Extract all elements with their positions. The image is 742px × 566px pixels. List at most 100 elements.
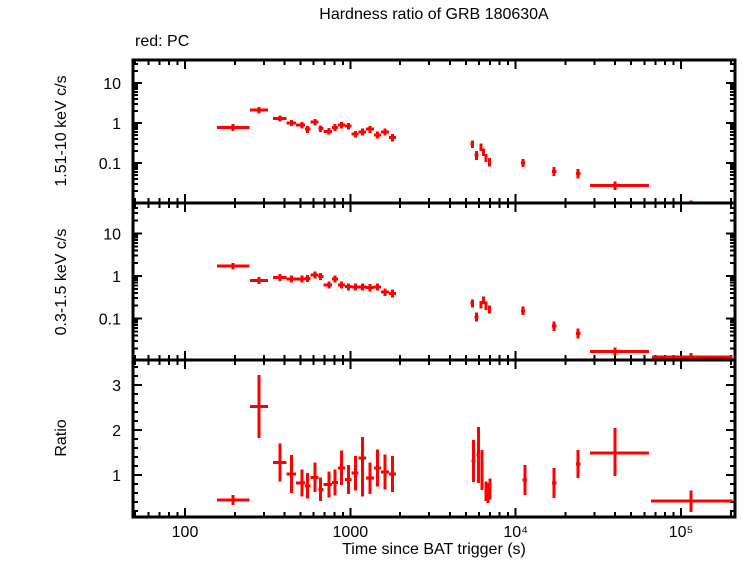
- data-point: [273, 115, 287, 122]
- y-tick-label: 1: [112, 468, 121, 485]
- data-point: [358, 437, 367, 497]
- x-tick-label: 10⁴: [503, 524, 528, 541]
- data-point: [323, 471, 332, 498]
- y-tick-label: 0.1: [99, 312, 121, 329]
- data-point: [576, 328, 581, 339]
- data-point: [381, 454, 389, 490]
- data-point: [249, 107, 269, 114]
- x-tick-label: 10⁵: [669, 524, 693, 541]
- data-point: [318, 273, 324, 280]
- data-point: [310, 271, 319, 279]
- data-point: [366, 284, 374, 292]
- panel-hard-rate: 10 1 0.1: [99, 58, 737, 205]
- data-point: [482, 148, 486, 157]
- data-point: [318, 125, 324, 133]
- plot-title: Hardness ratio of GRB 180630A: [319, 6, 549, 23]
- data-point: [351, 130, 359, 138]
- data-point: [480, 449, 484, 490]
- panel-soft-rate: 10 1 0.1: [99, 201, 737, 362]
- y-axis-label-soft: 0.3-1.5 keV c/s: [53, 228, 70, 336]
- y-tick-labels-hard-rate: 10 1 0.1: [99, 76, 121, 173]
- y-tick-label: 1: [112, 116, 121, 133]
- data-point: [474, 312, 479, 322]
- data-point: [484, 301, 488, 310]
- axes-soft-rate: [133, 202, 735, 360]
- y-tick-labels-soft-rate: 10 1 0.1: [99, 226, 121, 328]
- data-point: [323, 281, 332, 289]
- data-point: [366, 462, 374, 494]
- data-point: [273, 274, 287, 282]
- data-point: [358, 128, 367, 136]
- data-point: [351, 456, 359, 491]
- data-point: [521, 159, 526, 168]
- data-point: [381, 128, 389, 136]
- data-point: [471, 439, 476, 483]
- x-tick-label: 1000: [333, 524, 369, 541]
- data-point: [249, 277, 269, 285]
- data-point: [344, 283, 352, 291]
- data-point: [521, 306, 526, 316]
- data-point: [576, 449, 581, 479]
- x-axis-label: Time since BAT trigger (s): [342, 541, 526, 558]
- data-point: [338, 121, 345, 129]
- data-point: [216, 263, 250, 270]
- y-axis-label-hard: 1.51-10 keV c/s: [53, 75, 70, 187]
- data-point: [338, 450, 345, 485]
- y-tick-labels-ratio: 3 2 1: [112, 378, 121, 485]
- y-tick-label: 2: [112, 423, 121, 440]
- data-point: [338, 281, 345, 289]
- axes-hard-rate: [133, 60, 735, 203]
- data-point: [479, 300, 483, 309]
- data-point: [286, 455, 296, 494]
- data-point: [344, 465, 352, 494]
- data-point: [304, 125, 311, 133]
- data-point: [331, 275, 339, 283]
- data-point: [373, 449, 382, 487]
- data-point: [590, 428, 649, 476]
- data-point: [552, 467, 557, 498]
- series-ratio: [216, 375, 733, 512]
- data-point: [476, 426, 481, 484]
- data-point: [487, 158, 492, 167]
- y-axis-label-ratio: Ratio: [53, 419, 70, 457]
- data-point: [358, 283, 367, 291]
- data-point: [331, 469, 339, 496]
- data-point: [487, 305, 492, 314]
- series-soft-rate: [216, 263, 733, 359]
- data-point: [474, 150, 479, 160]
- data-point: [304, 274, 311, 283]
- data-point: [323, 128, 332, 135]
- data-point: [552, 166, 557, 177]
- data-point: [388, 134, 397, 142]
- data-point: [651, 490, 733, 512]
- panel-frame-soft-rate: [131, 201, 737, 362]
- panel-frame-hard-rate: [131, 58, 737, 205]
- data-point: [488, 478, 492, 500]
- data-point: [522, 465, 527, 495]
- data-point: [304, 473, 311, 499]
- data-point: [310, 462, 319, 493]
- data-point: [388, 289, 397, 298]
- data-point: [479, 143, 483, 151]
- data-point: [373, 283, 382, 291]
- data-point: [318, 477, 324, 502]
- data-point: [590, 181, 649, 191]
- data-point: [552, 321, 557, 331]
- data-point: [295, 469, 305, 497]
- data-point: [295, 275, 305, 283]
- data-point: [482, 296, 486, 304]
- data-point: [351, 283, 359, 291]
- data-point: [484, 153, 488, 162]
- data-point: [249, 375, 269, 439]
- data-point: [331, 124, 339, 131]
- y-tick-label: 1: [112, 269, 121, 286]
- data-point: [470, 299, 474, 308]
- data-point: [590, 347, 649, 356]
- x-tick-label: 100: [172, 524, 199, 541]
- x-tick-labels: 100 1000 10⁴ 10⁵: [172, 524, 694, 541]
- data-point: [366, 126, 374, 133]
- y-tick-label: 0.1: [99, 156, 121, 173]
- y-tick-label: 3: [112, 378, 121, 395]
- series-hard-rate: [216, 107, 693, 202]
